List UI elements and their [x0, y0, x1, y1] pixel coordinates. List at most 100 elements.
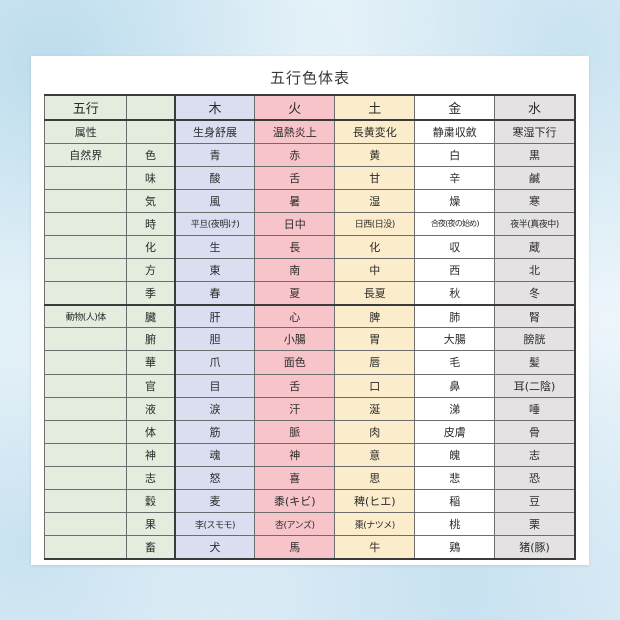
cell-earth: 棗(ナツメ) — [334, 512, 416, 537]
cell-fire: 南 — [254, 258, 336, 283]
cell-water: 骨 — [494, 419, 576, 444]
cell-metal: 鶏 — [414, 535, 496, 560]
cell-fire: 舌 — [254, 165, 336, 190]
table-row: 畜犬馬牛鶏猪(豚) — [44, 535, 576, 560]
cell-earth: 長夏 — [334, 281, 416, 306]
cell-wood: 李(スモモ) — [173, 512, 256, 537]
cell-wood: 胆 — [173, 327, 256, 352]
cell-category: 自然界 — [44, 142, 128, 167]
table-row: 果李(スモモ) 杏(アンズ) 棗(ナツメ) 桃栗 — [44, 512, 576, 537]
cell-fire: 暑 — [254, 188, 336, 213]
five-elements-table: 五行 木火土金水属性 生身舒展 温熱炎上 長黄変化 静粛収斂 寒湿下行 自然界色青赤黄白黒味酸… — [44, 94, 576, 560]
cell-category — [44, 258, 128, 283]
column-header-water: 水 — [494, 94, 576, 121]
cell-metal: 桃 — [414, 512, 496, 537]
table-row: 穀麦黍(キビ) 稗(ヒエ) 稲豆 — [44, 488, 576, 514]
cell-fire: 杏(アンズ) — [254, 512, 336, 537]
table-row: 華爪面色唇毛髪 — [44, 350, 576, 375]
cell-metal: 辛 — [414, 165, 496, 190]
cell-water: 膀胱 — [494, 327, 576, 352]
cell-category — [44, 165, 128, 190]
table-row: 自然界色青赤黄白黒 — [44, 142, 576, 167]
cell-earth: 牛 — [334, 535, 416, 560]
cell-subcategory: 味 — [126, 165, 176, 190]
cell-fire: 脈 — [254, 419, 336, 444]
cell-category — [44, 535, 128, 560]
cell-wood: 犬 — [173, 535, 256, 560]
cell-fire: 馬 — [254, 535, 336, 560]
cell-earth: 涎 — [334, 396, 416, 421]
cell-metal: 静粛収斂 — [414, 119, 496, 144]
table-row: 官目舌口鼻耳(二陰) — [44, 373, 576, 398]
cell-metal: 稲 — [414, 488, 496, 514]
cell-metal: 大腸 — [414, 327, 496, 352]
cell-metal: 毛 — [414, 350, 496, 375]
cell-fire: 汗 — [254, 396, 336, 421]
column-header-fire: 火 — [254, 94, 336, 121]
cell-earth: 長黄変化 — [334, 119, 416, 144]
cell-subcategory: 官 — [126, 373, 176, 398]
cell-fire: 心 — [254, 303, 336, 329]
cell-category — [44, 512, 128, 537]
cell-subcategory: 色 — [126, 142, 176, 167]
cell-subcategory: 化 — [126, 234, 176, 260]
cell-earth: 肉 — [334, 419, 416, 444]
cell-subcategory: 液 — [126, 396, 176, 421]
cell-metal: 涕 — [414, 396, 496, 421]
cell-earth: 思 — [334, 465, 416, 491]
cell-earth: 黄 — [334, 142, 416, 167]
cell-metal: 秋 — [414, 281, 496, 306]
cell-water: 髪 — [494, 350, 576, 375]
cell-fire: 面色 — [254, 350, 336, 375]
cell-metal: 皮膚 — [414, 419, 496, 444]
cell-subcategory: 方 — [126, 258, 176, 283]
column-header-earth: 土 — [334, 94, 416, 121]
cell-metal: 白 — [414, 142, 496, 167]
cell-wood: 怒 — [173, 465, 256, 491]
cell-water: 夜半(真夜中) — [494, 211, 576, 236]
cell-metal: 肺 — [414, 303, 496, 329]
table-row: 時平旦(夜明け) 日中 日西(日没) 合夜(夜の始め) 夜半(真夜中) — [44, 211, 576, 236]
cell-metal: 悲 — [414, 465, 496, 491]
table-header-row: 五行 木火土金水 — [44, 94, 576, 121]
page-title: 五行色体表 — [269, 69, 350, 87]
cell-subcategory: 果 — [126, 512, 176, 537]
cell-water: 黒 — [494, 142, 576, 167]
cell-wood: 青 — [173, 142, 256, 167]
cell-earth: 胃 — [334, 327, 416, 352]
cell-subcategory: 体 — [126, 419, 176, 444]
table-row: 方東南中西北 — [44, 258, 576, 283]
table-row: 味酸舌甘辛鹹 — [44, 165, 576, 190]
column-header-wood: 木 — [173, 94, 256, 121]
cell-metal: 魄 — [414, 442, 496, 467]
cell-subcategory: 腑 — [126, 327, 176, 352]
table-row: 属性 生身舒展 温熱炎上 長黄変化 静粛収斂 寒湿下行 — [44, 119, 576, 144]
cell-water: 腎 — [494, 303, 576, 329]
cell-earth: 化 — [334, 234, 416, 260]
cell-wood: 酸 — [173, 165, 256, 190]
cell-wood: 涙 — [173, 396, 256, 421]
cell-water: 耳(二陰) — [494, 373, 576, 398]
cell-wood: 麦 — [173, 488, 256, 514]
cell-wood: 肝 — [173, 303, 256, 329]
cell-category — [44, 442, 128, 467]
cell-water: 蔵 — [494, 234, 576, 260]
cell-category — [44, 327, 128, 352]
cell-category — [44, 373, 128, 398]
cell-category: 動物(人)体 — [44, 303, 128, 329]
cell-metal: 鼻 — [414, 373, 496, 398]
cell-category — [44, 396, 128, 421]
cell-category — [44, 188, 128, 213]
cell-fire: 日中 — [254, 211, 336, 236]
cell-fire: 舌 — [254, 373, 336, 398]
cell-subcategory — [126, 119, 176, 144]
cell-subcategory: 畜 — [126, 535, 176, 560]
cell-metal: 西 — [414, 258, 496, 283]
cell-wood: 生身舒展 — [173, 119, 256, 144]
column-header-category: 五行 — [44, 94, 128, 121]
column-header-metal: 金 — [414, 94, 496, 121]
cell-subcategory: 志 — [126, 465, 176, 491]
cell-fire: 黍(キビ) — [254, 488, 336, 514]
cell-fire: 夏 — [254, 281, 336, 306]
cell-metal: 燥 — [414, 188, 496, 213]
